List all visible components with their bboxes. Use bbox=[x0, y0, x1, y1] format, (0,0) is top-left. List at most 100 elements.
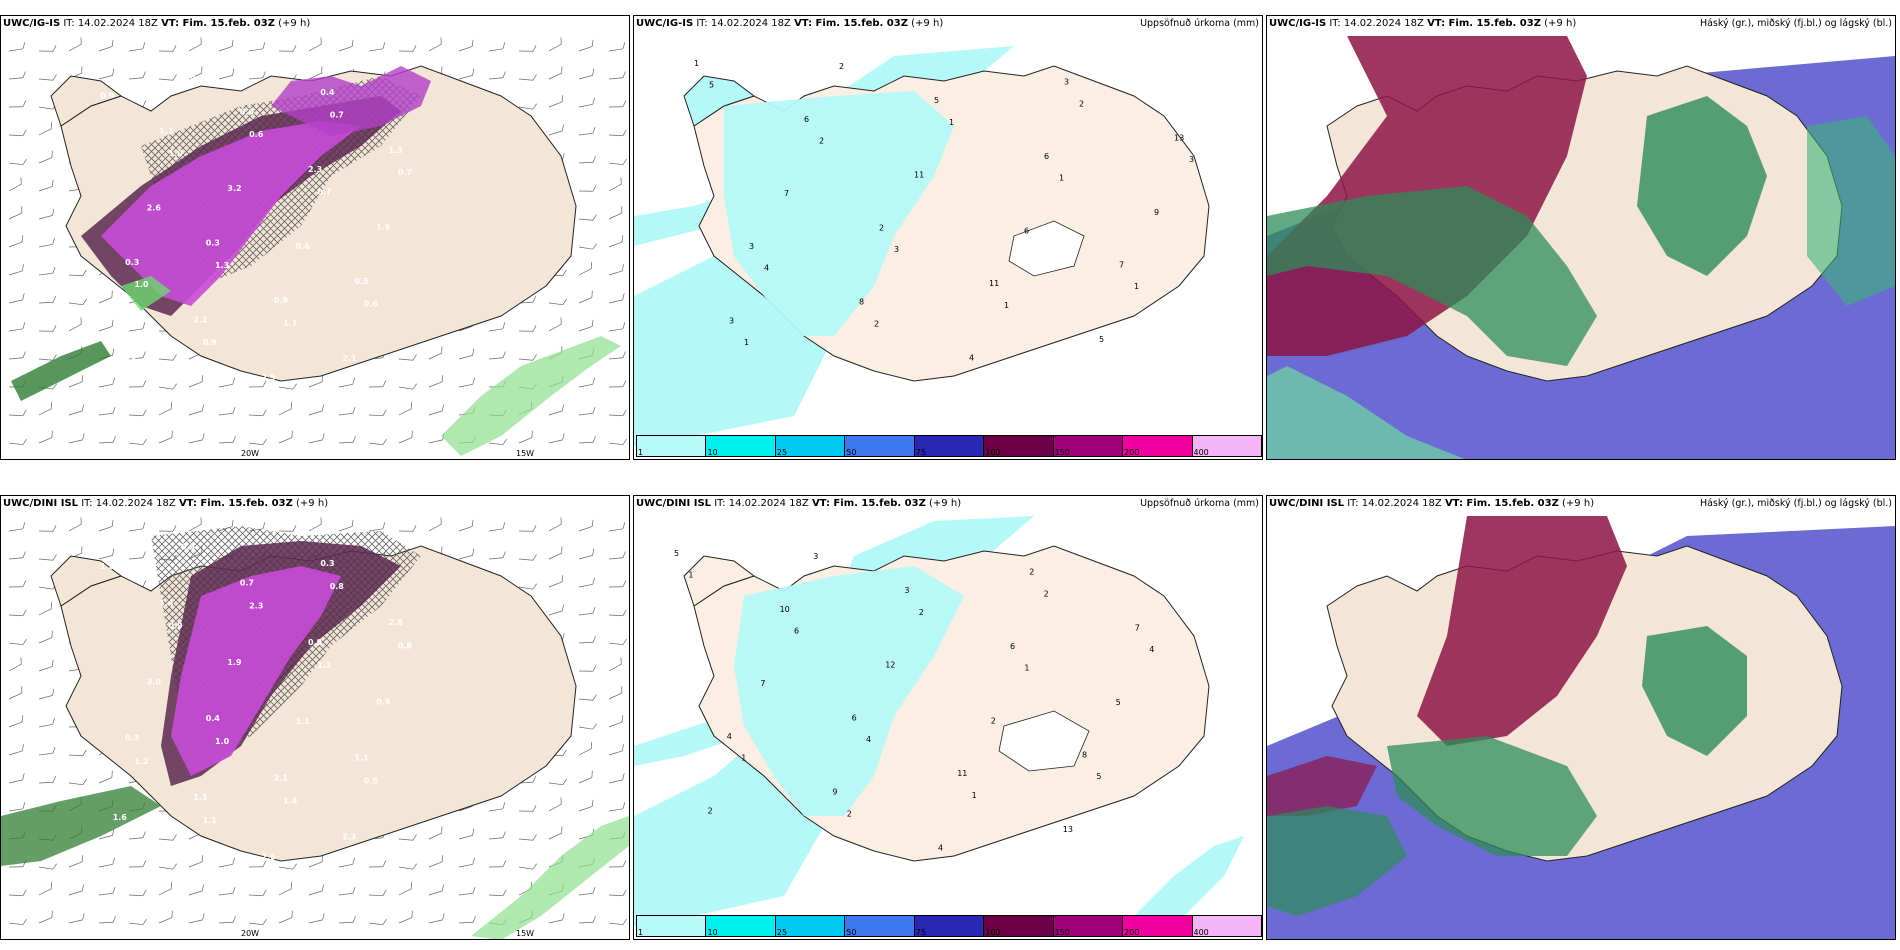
wind-barb bbox=[608, 206, 623, 220]
wind-barb bbox=[248, 409, 267, 417]
wind-barb bbox=[128, 551, 146, 560]
wind-barb bbox=[488, 802, 506, 812]
wind-barb bbox=[128, 380, 147, 388]
wind-barb bbox=[128, 71, 146, 80]
value-label: 1 bbox=[1004, 301, 1009, 310]
high-cloud-green bbox=[1267, 186, 1597, 366]
value-label: 0.9 bbox=[376, 697, 391, 706]
colorbar-label: 25 bbox=[776, 448, 788, 457]
wind-barb bbox=[608, 351, 626, 360]
panel-title: UWC/IG-IS IT: 14.02.2024 18Z VT: Fim. 15… bbox=[3, 18, 311, 29]
westfjords bbox=[50, 75, 123, 127]
wind-barb bbox=[98, 319, 114, 332]
value-label: 8 bbox=[859, 298, 864, 307]
wind-barb bbox=[188, 517, 202, 532]
wind-barb bbox=[38, 45, 57, 52]
wind-barb bbox=[518, 834, 537, 841]
value-label: 1.3 bbox=[389, 146, 403, 155]
wind-barb bbox=[308, 855, 324, 868]
wind-barb bbox=[98, 770, 113, 784]
value-label: 0.6 bbox=[364, 299, 379, 308]
value-label: 11 bbox=[957, 769, 967, 778]
wind-barb bbox=[8, 686, 23, 700]
high-cloud-green-2 bbox=[1642, 626, 1747, 756]
value-label: 5 bbox=[1116, 698, 1121, 707]
wind-barb bbox=[428, 913, 445, 924]
wind-barb bbox=[128, 522, 146, 532]
value-label: 3.0 bbox=[147, 678, 162, 687]
wind-barb bbox=[368, 889, 387, 897]
wind-barb bbox=[458, 519, 474, 532]
wind-barb bbox=[428, 375, 444, 388]
wind-barb bbox=[608, 657, 622, 672]
wind-barb bbox=[458, 68, 475, 80]
value-label: 1 bbox=[688, 571, 693, 580]
wind-barb bbox=[158, 863, 178, 870]
value-label: 1.6 bbox=[122, 357, 137, 366]
value-label: 0.3 bbox=[206, 239, 220, 248]
map-clouds[interactable] bbox=[1267, 516, 1895, 940]
wind-barb bbox=[548, 575, 564, 588]
wind-barb bbox=[398, 881, 412, 896]
wind-barb bbox=[428, 404, 444, 416]
high-cloud-green-3 bbox=[1267, 806, 1407, 916]
wind-barb bbox=[398, 430, 413, 444]
snow-green-band bbox=[1, 786, 161, 866]
wind-barb bbox=[278, 383, 298, 390]
map-clouds[interactable] bbox=[1267, 36, 1895, 460]
colorbar-label: 10 bbox=[707, 448, 718, 457]
wind-barb bbox=[188, 66, 203, 80]
value-label: 2 bbox=[1044, 589, 1049, 598]
map-wind-precip[interactable]: 0.3 0.4 0.3 0.3 0.7 1.1 1.4 2.1 2.8 1.3 0.8 1.6 1.9 2… bbox=[1, 516, 629, 940]
colorbar-label: 50 bbox=[846, 928, 857, 937]
wind-barb bbox=[488, 889, 507, 897]
value-label: 0.3 bbox=[125, 258, 139, 267]
colorbar-segment: 25 bbox=[775, 436, 846, 457]
value-label: 2.3 bbox=[342, 833, 356, 842]
wind-barb bbox=[488, 322, 506, 332]
value-label: 6 bbox=[852, 713, 857, 722]
colorbar-segment: 50 bbox=[845, 916, 915, 937]
wind-barb bbox=[68, 913, 85, 924]
colorbar-label: 75 bbox=[915, 448, 926, 457]
wind-barb bbox=[308, 404, 324, 416]
snow-green-band-3 bbox=[121, 276, 171, 311]
value-label: 0.6 bbox=[249, 130, 264, 139]
wind-barb bbox=[578, 799, 594, 812]
westfjords bbox=[683, 75, 756, 127]
wind-barb bbox=[578, 741, 592, 756]
panel-accum-precip-dini: UWC/DINI ISL IT: 14.02.2024 18Z VT: Fim.… bbox=[633, 495, 1263, 940]
wind-barb bbox=[608, 686, 623, 700]
wind-barb bbox=[158, 45, 177, 52]
wind-barb bbox=[158, 74, 177, 81]
wind-barb bbox=[98, 886, 116, 896]
value-label: 1 bbox=[1059, 174, 1064, 183]
wind-barb bbox=[548, 298, 567, 306]
colorbar-segment: 400 bbox=[1192, 436, 1261, 457]
wind-barb bbox=[158, 525, 177, 532]
lon-label: 15W bbox=[516, 449, 534, 458]
wind-barb bbox=[548, 826, 563, 840]
wind-barb bbox=[158, 401, 172, 416]
wind-barb bbox=[548, 124, 564, 136]
wind-barb bbox=[8, 889, 27, 897]
wind-barb bbox=[128, 409, 147, 417]
green-edge bbox=[1267, 366, 1465, 459]
wind-barb bbox=[128, 918, 147, 926]
value-label: 1.9 bbox=[227, 658, 242, 667]
wind-barb bbox=[368, 860, 387, 868]
wind-barb bbox=[548, 95, 564, 108]
wind-barb bbox=[518, 74, 537, 81]
wind-barb bbox=[458, 377, 475, 388]
wind-barb bbox=[518, 583, 538, 590]
wind-barb bbox=[518, 805, 537, 812]
colorbar-label: 100 bbox=[985, 928, 1001, 937]
value-label: 1.4 bbox=[159, 598, 174, 607]
precip-purple bbox=[101, 121, 361, 306]
wind-barb bbox=[578, 261, 592, 276]
map-wind-precip[interactable]: 0.3 0.3 0.4 0.3 0.6 0.5 1.1 0.9 1.3 2.2 2.3 2.5 3.2 2… bbox=[1, 36, 629, 460]
wind-barb bbox=[578, 290, 593, 304]
wind-barb bbox=[38, 401, 52, 416]
